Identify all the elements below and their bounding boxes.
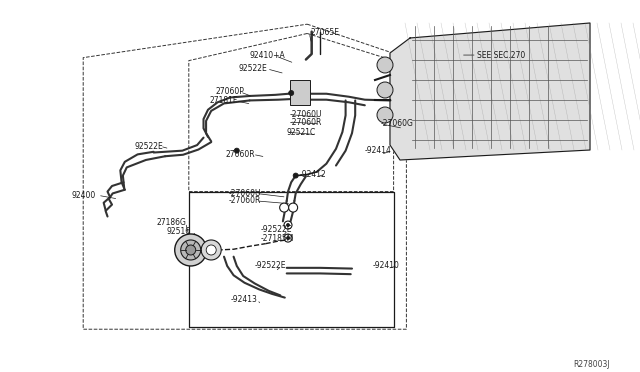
FancyBboxPatch shape	[290, 80, 310, 105]
Text: -27060G: -27060G	[381, 119, 413, 128]
Text: 27065E: 27065E	[310, 28, 339, 37]
Circle shape	[206, 245, 216, 255]
Text: -92413: -92413	[230, 295, 257, 304]
Text: -92414: -92414	[365, 146, 392, 155]
Text: -27060U: -27060U	[229, 189, 262, 198]
Text: 92400: 92400	[72, 191, 96, 200]
Circle shape	[180, 240, 201, 260]
Polygon shape	[390, 23, 590, 160]
Text: 92522E: 92522E	[134, 142, 163, 151]
Circle shape	[175, 234, 207, 266]
Text: -27060R: -27060R	[289, 118, 322, 126]
Circle shape	[289, 203, 298, 212]
Text: R278003J: R278003J	[573, 360, 610, 369]
Circle shape	[287, 224, 289, 227]
Circle shape	[285, 235, 291, 241]
Text: 27060P: 27060P	[216, 87, 244, 96]
Text: -27185M: -27185M	[261, 234, 294, 243]
Circle shape	[377, 57, 393, 73]
Circle shape	[289, 90, 294, 96]
Text: 92516: 92516	[166, 227, 191, 236]
Text: -27060U: -27060U	[289, 110, 322, 119]
Text: -92522E: -92522E	[261, 225, 292, 234]
Circle shape	[280, 203, 289, 212]
Text: 92410+A: 92410+A	[250, 51, 285, 60]
Circle shape	[282, 205, 287, 210]
Text: 27060R: 27060R	[225, 150, 255, 159]
Text: 27181F: 27181F	[209, 96, 237, 105]
Circle shape	[377, 82, 393, 98]
Circle shape	[293, 173, 298, 178]
Text: 92521C: 92521C	[286, 128, 316, 137]
Circle shape	[284, 221, 292, 229]
Text: -27060R: -27060R	[229, 196, 262, 205]
Text: -92410: -92410	[372, 262, 399, 270]
Circle shape	[287, 237, 289, 240]
Text: -92522E: -92522E	[255, 262, 286, 270]
Circle shape	[291, 205, 296, 210]
Circle shape	[284, 234, 292, 242]
Text: 27186G: 27186G	[157, 218, 187, 227]
Circle shape	[186, 245, 196, 255]
Circle shape	[234, 148, 239, 153]
Circle shape	[201, 240, 221, 260]
Text: 92522E: 92522E	[239, 64, 268, 73]
Circle shape	[377, 107, 393, 123]
Text: SEE SEC.270: SEE SEC.270	[477, 51, 525, 60]
Text: -92412: -92412	[300, 170, 326, 179]
